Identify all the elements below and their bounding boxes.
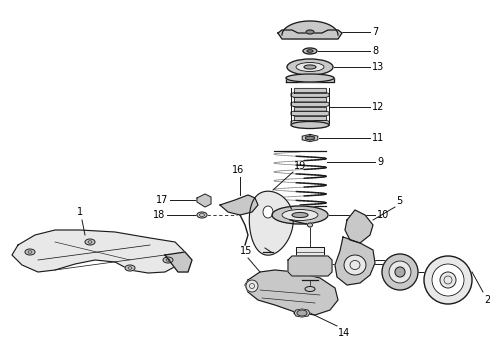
Ellipse shape [282, 210, 318, 220]
Ellipse shape [303, 48, 317, 54]
Text: 10: 10 [377, 210, 389, 220]
Polygon shape [249, 191, 294, 255]
Polygon shape [294, 107, 326, 111]
Ellipse shape [389, 261, 411, 283]
Text: 6: 6 [387, 259, 393, 269]
Text: 11: 11 [372, 133, 384, 143]
Polygon shape [296, 247, 324, 264]
Polygon shape [165, 252, 192, 272]
Text: 4: 4 [402, 255, 408, 265]
Polygon shape [197, 194, 211, 207]
Ellipse shape [305, 287, 315, 292]
Ellipse shape [291, 122, 329, 129]
Text: 2: 2 [484, 295, 490, 305]
Ellipse shape [297, 310, 307, 316]
Polygon shape [12, 230, 185, 273]
Polygon shape [302, 134, 318, 141]
Polygon shape [294, 116, 326, 120]
Ellipse shape [292, 212, 308, 217]
Text: 15: 15 [240, 246, 252, 256]
Text: 16: 16 [232, 165, 244, 175]
Polygon shape [291, 111, 329, 116]
Polygon shape [278, 30, 342, 39]
Ellipse shape [272, 206, 328, 224]
Ellipse shape [296, 63, 324, 72]
Polygon shape [294, 97, 326, 102]
Ellipse shape [382, 254, 418, 290]
Polygon shape [288, 256, 332, 276]
Polygon shape [294, 309, 310, 317]
Text: 3: 3 [440, 267, 446, 277]
Polygon shape [282, 21, 338, 35]
Text: 9: 9 [377, 157, 383, 167]
Ellipse shape [304, 65, 316, 69]
Ellipse shape [307, 50, 313, 52]
Polygon shape [245, 270, 338, 315]
Ellipse shape [246, 280, 258, 292]
Text: 5: 5 [396, 196, 402, 206]
Ellipse shape [440, 272, 456, 288]
Polygon shape [291, 93, 329, 97]
Ellipse shape [25, 249, 35, 255]
Text: 7: 7 [372, 27, 378, 37]
Ellipse shape [263, 206, 273, 218]
Text: 13: 13 [372, 62, 384, 72]
Text: 12: 12 [372, 102, 384, 112]
Polygon shape [345, 210, 373, 243]
Text: 19: 19 [294, 161, 306, 171]
Ellipse shape [344, 255, 366, 275]
Ellipse shape [125, 265, 135, 271]
Text: 17: 17 [156, 195, 168, 205]
Polygon shape [291, 102, 329, 107]
Polygon shape [220, 195, 258, 215]
Ellipse shape [85, 239, 95, 245]
Text: 18: 18 [153, 210, 165, 220]
Ellipse shape [287, 59, 333, 75]
Ellipse shape [197, 212, 207, 218]
Ellipse shape [163, 257, 173, 263]
Ellipse shape [306, 30, 314, 34]
Ellipse shape [432, 264, 464, 296]
Ellipse shape [395, 267, 405, 277]
Polygon shape [335, 237, 375, 285]
Polygon shape [286, 78, 334, 82]
Ellipse shape [286, 74, 334, 82]
Polygon shape [291, 120, 329, 125]
Polygon shape [306, 136, 314, 140]
Text: 8: 8 [372, 46, 378, 56]
Ellipse shape [308, 223, 313, 227]
Text: 1: 1 [77, 207, 83, 217]
Text: 14: 14 [338, 328, 350, 338]
Ellipse shape [424, 256, 472, 304]
Polygon shape [294, 88, 326, 93]
